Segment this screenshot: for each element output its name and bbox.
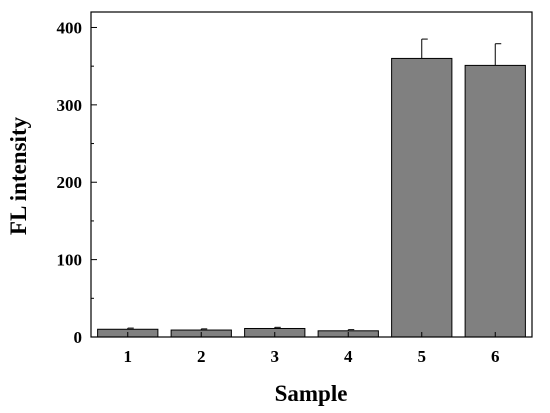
error-bar-sample-4: [347, 329, 355, 331]
x-tick-label: 3: [271, 347, 280, 366]
y-tick-label: 0: [74, 328, 83, 347]
x-tick-label: 6: [491, 347, 500, 366]
plot-frame: [90, 11, 533, 338]
error-bars-layer: [127, 38, 502, 331]
bar-sample-5: [391, 57, 453, 338]
y-tick-label: 400: [57, 18, 83, 37]
error-bar-sample-3: [274, 326, 281, 329]
error-bar-sample-1: [127, 327, 134, 330]
y-axis: 0 100 200 300 400: [57, 18, 97, 347]
error-bar-sample-2: [200, 328, 208, 331]
x-tick-label: 1: [124, 347, 133, 366]
y-axis-title: FL intensity: [6, 116, 31, 235]
bars-layer: [97, 57, 526, 338]
error-bar-sample-5: [421, 38, 428, 59]
y-tick-label: 300: [57, 96, 83, 115]
x-tick-label: 5: [418, 347, 427, 366]
y-tick-label: 200: [57, 173, 83, 192]
x-axis-title: Sample: [275, 381, 348, 406]
y-tick-label: 100: [57, 251, 83, 270]
x-tick-label: 2: [197, 347, 206, 366]
x-tick-label: 4: [344, 347, 353, 366]
error-bar-sample-6: [494, 43, 502, 66]
bar-sample-6: [464, 64, 526, 338]
x-axis: 1 2 3 4 5 6: [124, 332, 500, 366]
